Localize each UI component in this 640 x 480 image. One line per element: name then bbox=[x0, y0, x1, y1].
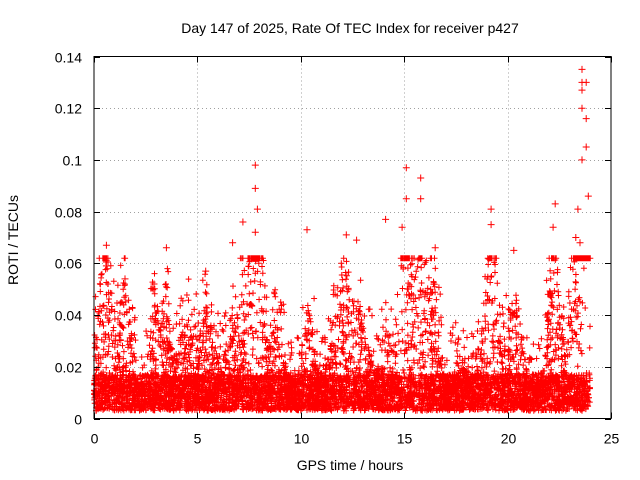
roti-point bbox=[402, 164, 410, 172]
y-tick-label: 0.04 bbox=[55, 308, 82, 324]
y-axis-title: ROTI / TECUs bbox=[5, 195, 21, 285]
roti-point bbox=[150, 280, 158, 288]
roti-point bbox=[417, 195, 425, 203]
roti-point bbox=[578, 65, 586, 73]
roti-point bbox=[417, 174, 425, 182]
roti-point bbox=[551, 200, 559, 208]
roti-point bbox=[578, 86, 586, 94]
roti-point bbox=[572, 234, 580, 241]
y-tick-label: 0 bbox=[74, 412, 82, 428]
roti-point bbox=[582, 78, 590, 86]
roti-point bbox=[239, 218, 247, 226]
y-tick-label: 0.02 bbox=[55, 360, 82, 376]
roti-point bbox=[549, 223, 557, 231]
roti-point bbox=[574, 205, 582, 213]
roti-point bbox=[382, 215, 390, 223]
x-tick-label: 20 bbox=[501, 431, 517, 447]
axis-ticks bbox=[94, 56, 612, 420]
roti-point bbox=[353, 236, 361, 244]
y-tick-label: 0.06 bbox=[55, 256, 82, 272]
roti-point bbox=[121, 275, 129, 283]
x-tick-label: 0 bbox=[91, 431, 99, 447]
roti-marker-cloud bbox=[91, 255, 594, 414]
grid-lines bbox=[94, 56, 611, 419]
y-tick-label: 0.08 bbox=[55, 205, 82, 221]
roti-point bbox=[102, 262, 110, 270]
roti-point bbox=[431, 244, 439, 252]
x-tick-labels: 0 5 10 15 20 25 bbox=[91, 431, 620, 447]
roti-point bbox=[102, 241, 110, 249]
roti-point bbox=[582, 143, 590, 151]
x-tick-label: 10 bbox=[294, 431, 310, 447]
roti-point bbox=[576, 239, 584, 247]
x-tick-label: 5 bbox=[194, 431, 202, 447]
roti-point bbox=[342, 231, 350, 239]
roti-point bbox=[229, 239, 237, 247]
y-tick-labels: 0 0.02 0.04 0.06 0.08 0.1 0.12 0.14 bbox=[55, 50, 82, 428]
data-markers bbox=[91, 65, 594, 414]
roti-point bbox=[584, 192, 592, 200]
y-tick-label: 0.1 bbox=[63, 153, 83, 169]
roti-point bbox=[303, 226, 311, 234]
x-axis-title: GPS time / hours bbox=[297, 457, 404, 473]
roti-point bbox=[578, 104, 586, 112]
plot-frame bbox=[93, 56, 612, 419]
roti-point bbox=[487, 205, 495, 213]
roti-point bbox=[582, 115, 590, 123]
roti-point bbox=[202, 267, 210, 275]
roti-point bbox=[487, 221, 495, 229]
roti-point bbox=[251, 184, 259, 192]
chart-title: Day 147 of 2025, Rate Of TEC Index for r… bbox=[181, 20, 519, 36]
roti-point bbox=[162, 244, 170, 252]
roti-point bbox=[398, 223, 406, 231]
roti-point bbox=[253, 205, 261, 213]
x-tick-label: 25 bbox=[604, 431, 620, 447]
y-tick-label: 0.12 bbox=[55, 101, 82, 117]
roti-point bbox=[251, 228, 259, 236]
y-tick-label: 0.14 bbox=[55, 50, 82, 66]
roti-point bbox=[578, 156, 586, 164]
x-tick-label: 15 bbox=[397, 431, 413, 447]
roti-point bbox=[510, 246, 518, 254]
roti-point bbox=[251, 161, 259, 169]
roti-point bbox=[402, 195, 410, 203]
